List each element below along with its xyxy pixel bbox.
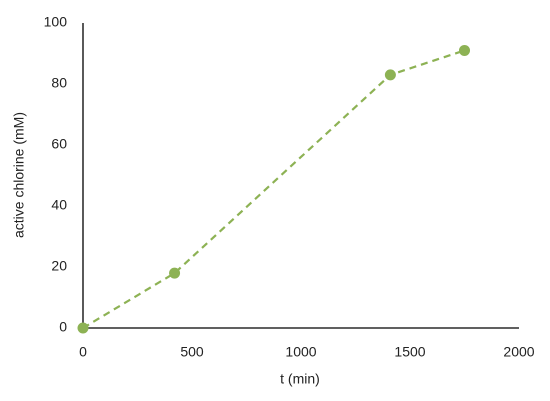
x-tick-label: 500 — [180, 344, 204, 360]
y-tick-label: 60 — [51, 136, 67, 152]
x-tick-label: 0 — [79, 344, 87, 360]
y-tick-label: 20 — [51, 258, 67, 274]
x-axis-label: t (min) — [280, 371, 320, 387]
y-tick-label: 100 — [44, 14, 68, 30]
data-point — [77, 322, 89, 334]
x-tick-label: 2000 — [503, 344, 534, 360]
y-tick-label: 80 — [51, 75, 67, 91]
data-line — [82, 49, 465, 329]
y-axis-label: active chlorine (mM) — [11, 112, 27, 238]
x-tick-label: 1500 — [394, 344, 425, 360]
x-tick-label: 1000 — [285, 344, 316, 360]
data-point — [169, 267, 181, 279]
data-point — [459, 44, 470, 56]
y-tick-label: 40 — [51, 197, 67, 213]
y-tick-label: 0 — [59, 319, 67, 335]
data-point — [384, 69, 396, 81]
